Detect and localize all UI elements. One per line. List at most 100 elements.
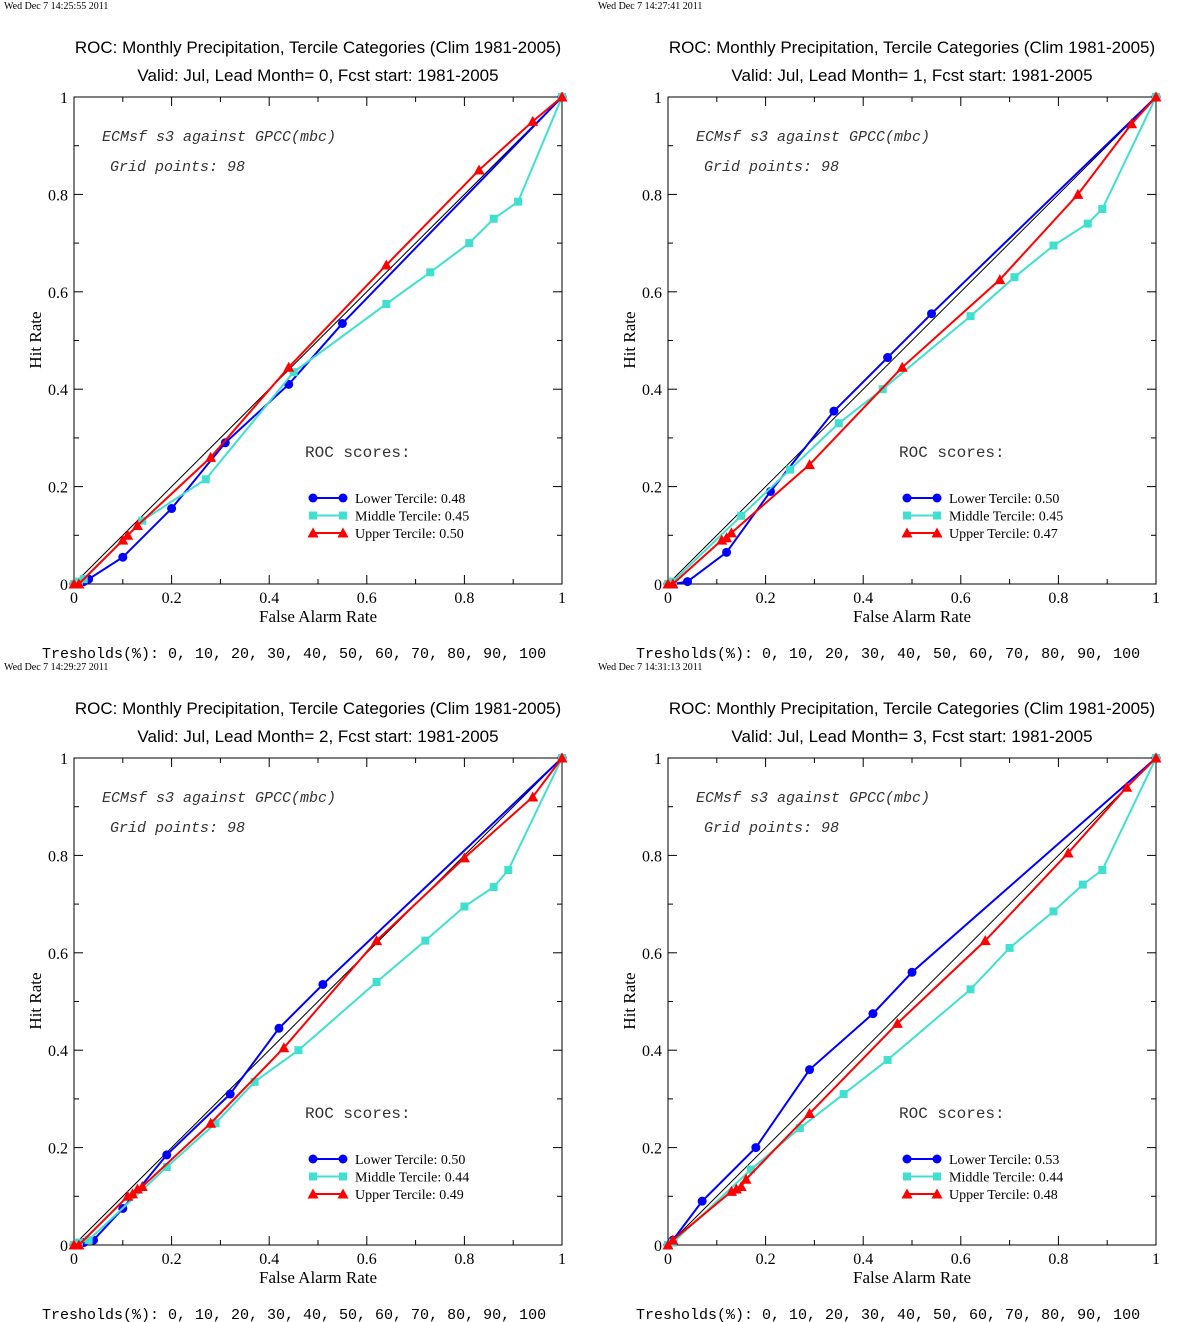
legend-label-upper: Upper Tercile: 0.48	[949, 1188, 1058, 1203]
dataset-annotation: ECMsf s3 against GPCC(mbc)	[102, 790, 336, 807]
x-tick-label: 1	[1152, 590, 1160, 607]
data-point-middle	[795, 1124, 804, 1133]
data-point-upper	[73, 578, 85, 589]
y-tick-label: 0.2	[48, 1141, 68, 1158]
data-point-upper	[896, 361, 908, 372]
x-tick-label: 1	[558, 1251, 566, 1268]
y-tick-label: 0.6	[48, 285, 68, 302]
data-point-middle	[460, 902, 469, 911]
legend-marker-middle	[309, 511, 317, 520]
y-axis-label: Hit Rate	[620, 972, 639, 1029]
data-point-middle	[1010, 273, 1019, 282]
data-point-upper	[804, 459, 816, 470]
data-point-middle	[1049, 241, 1058, 250]
x-tick-label: 0.4	[259, 590, 279, 607]
y-tick-label: 0	[654, 577, 662, 594]
diagonal-reference-line	[667, 757, 1157, 1246]
data-point-upper	[527, 115, 539, 126]
y-tick-label: 0.4	[642, 1043, 662, 1060]
legend-label-upper: Upper Tercile: 0.50	[355, 527, 464, 542]
data-point-upper	[136, 1181, 148, 1192]
data-point-middle	[966, 985, 975, 994]
legend-marker-upper	[931, 527, 943, 538]
data-point-upper	[380, 259, 392, 270]
data-point-middle	[737, 511, 746, 520]
data-point-upper	[1072, 188, 1084, 199]
roc-chart-lead-3: Wed Dec 7 14:31:13 2011 ROC: Monthly Prec…	[598, 662, 1162, 1322]
legend-marker-upper	[337, 1188, 349, 1199]
x-axis-label: False Alarm Rate	[259, 607, 377, 626]
y-tick-label: 0.6	[642, 285, 662, 302]
y-tick-label: 0	[60, 1238, 68, 1255]
series-line-lower	[667, 757, 1157, 1246]
y-tick-label: 0.8	[48, 187, 68, 204]
y-tick-label: 0.8	[48, 848, 68, 865]
series-line-upper	[74, 757, 563, 1246]
x-tick-label: 0	[70, 590, 78, 607]
thresholds-caption: Tresholds(%): 0, 10, 20, 30, 40, 50, 60,…	[636, 1307, 1140, 1322]
data-point-lower	[274, 1023, 284, 1033]
chart-subtitle: Valid: Jul, Lead Month= 2, Fcst start: 1…	[137, 727, 498, 746]
data-point-lower	[751, 1143, 761, 1153]
data-point-upper	[131, 520, 143, 531]
y-tick-label: 0.8	[642, 848, 662, 865]
roc-scores-heading: ROC scores:	[899, 444, 1005, 462]
legend-marker-middle	[903, 1172, 911, 1181]
data-point-middle	[211, 1119, 220, 1128]
chart-title: ROC: Monthly Precipitation, Tercile Cate…	[669, 699, 1155, 718]
data-point-upper	[804, 1108, 816, 1119]
y-tick-label: 1	[654, 751, 662, 768]
data-point-middle	[250, 1077, 259, 1086]
data-point-middle	[1098, 866, 1107, 875]
legend-label-middle: Middle Tercile: 0.45	[355, 510, 469, 525]
data-point-upper	[556, 752, 568, 763]
x-axis-label: False Alarm Rate	[259, 1268, 377, 1287]
grid-points-annotation: Grid points: 98	[110, 159, 245, 176]
x-tick-label: 0.4	[853, 1251, 873, 1268]
series-upper-tercile	[662, 752, 1162, 1250]
series-upper-tercile	[662, 91, 1162, 589]
data-point-lower	[868, 1009, 878, 1019]
timestamp: Wed Dec 7 14:31:13 2011	[598, 662, 702, 673]
x-tick-label: 0.6	[357, 590, 377, 607]
data-point-lower	[318, 979, 328, 989]
roc-chart-lead-0: Wed Dec 7 14:25:55 2011 ROC: Monthly Prec…	[4, 1, 568, 661]
data-point-upper	[667, 1234, 679, 1245]
data-point-upper	[979, 935, 991, 946]
data-point-lower	[162, 1150, 172, 1160]
legend-marker-upper	[931, 1188, 943, 1199]
legend-marker-lower	[338, 1154, 348, 1164]
legend-marker-upper	[901, 1188, 913, 1199]
data-point-middle	[489, 883, 498, 892]
data-point-middle	[289, 368, 298, 377]
data-point-middle	[465, 239, 474, 248]
data-point-upper	[735, 1181, 747, 1192]
legend-marker-middle	[933, 511, 941, 520]
data-point-lower	[225, 1089, 235, 1099]
chart-title: ROC: Monthly Precipitation, Tercile Cate…	[75, 699, 561, 718]
data-point-lower	[805, 1065, 815, 1075]
grid-points-annotation: Grid points: 98	[110, 820, 245, 837]
data-point-upper	[527, 791, 539, 802]
legend-marker-lower	[932, 1154, 942, 1164]
legend-label-middle: Middle Tercile: 0.44	[949, 1171, 1063, 1186]
data-point-upper	[740, 1173, 752, 1184]
legend-marker-lower	[932, 493, 942, 503]
chart-subtitle: Valid: Jul, Lead Month= 0, Fcst start: 1…	[137, 66, 498, 85]
y-tick-label: 1	[654, 90, 662, 107]
x-tick-label: 0.2	[162, 1251, 182, 1268]
data-point-middle	[1083, 219, 1092, 228]
timestamp: Wed Dec 7 14:25:55 2011	[4, 1, 108, 12]
data-point-middle	[84, 1236, 93, 1245]
y-tick-label: 0.2	[48, 480, 68, 497]
data-point-lower	[220, 438, 230, 448]
x-tick-label: 0.8	[454, 590, 474, 607]
dataset-annotation: ECMsf s3 against GPCC(mbc)	[696, 129, 930, 146]
timestamp: Wed Dec 7 14:29:27 2011	[4, 662, 108, 673]
data-point-middle	[834, 419, 843, 428]
data-point-upper	[205, 451, 217, 462]
chart-panel-lead-0: Wed Dec 7 14:25:55 2011 ROC: Monthly Prec…	[0, 0, 593, 661]
dataset-annotation: ECMsf s3 against GPCC(mbc)	[102, 129, 336, 146]
data-point-upper	[994, 274, 1006, 285]
x-tick-label: 0	[664, 590, 672, 607]
